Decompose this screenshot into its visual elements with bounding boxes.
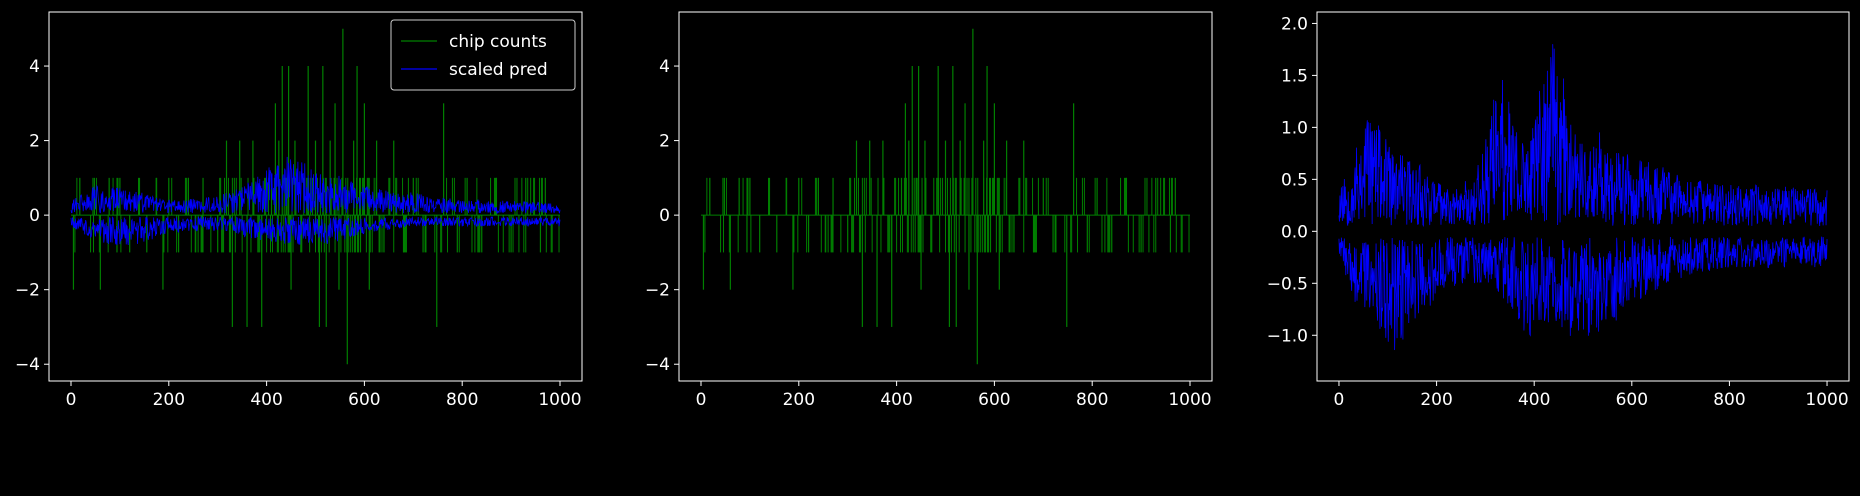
x-tick-label: 1000 [1168, 390, 1211, 410]
x-tick-label: 400 [1518, 390, 1550, 410]
x-tick-label: 200 [153, 390, 185, 410]
x-tick-label: 400 [880, 390, 912, 410]
series-1 [1338, 44, 1828, 351]
chart-panel-2: 0 200 400 600 800 1000 −4 −2 0 2 4 [645, 11, 1213, 410]
y-tick-label: 4 [659, 57, 670, 77]
y-tick-label: −2 [645, 281, 670, 301]
y-tick-label: −0.5 [1267, 274, 1308, 294]
legend-label: scaled pred [449, 60, 548, 80]
chart-panel-1: 0 200 400 600 800 1000 −4 −2 0 2 4 chip counts scale… [15, 11, 583, 410]
pred-upper-line [1338, 44, 1828, 228]
x-tick-label: 600 [978, 390, 1010, 410]
x-tick-label: 600 [348, 390, 380, 410]
x-tick-label: 1000 [538, 390, 581, 410]
y-tick-label: −2 [15, 281, 40, 301]
x-tick-label: 1000 [1805, 390, 1848, 410]
axes-frame [48, 11, 583, 382]
plot-area [1338, 44, 1828, 351]
chart-panel-3: 0 200 400 600 800 1000 −1.0 −0.5 0.0 0.5 1.0 1.5 2.0 [1267, 11, 1850, 410]
plot-area [701, 28, 1190, 365]
series-2 [70, 156, 561, 245]
y-tick-label: 2.0 [1281, 14, 1308, 34]
x-tick-label: 200 [783, 390, 815, 410]
legend-label: chip counts [449, 32, 547, 52]
series-1 [701, 28, 1190, 365]
y-tick-label: 0.5 [1281, 170, 1308, 190]
x-tick-label: 800 [1713, 390, 1745, 410]
x-tick-label: 800 [1076, 390, 1108, 410]
y-tick-label: 1.0 [1281, 118, 1308, 138]
legend: chip counts scaled pred [390, 19, 576, 91]
series-1 [71, 28, 560, 365]
x-tick-label: 0 [66, 390, 77, 410]
x-tick-label: 200 [1420, 390, 1452, 410]
x-tick-label: 800 [446, 390, 478, 410]
y-tick-label: 0 [29, 206, 40, 226]
y-tick-label: −4 [645, 355, 670, 375]
x-tick-label: 600 [1616, 390, 1648, 410]
y-tick-label: 4 [29, 57, 40, 77]
y-tick-label: 1.5 [1281, 66, 1308, 86]
axes-frame [678, 11, 1213, 382]
y-tick-label: 0 [659, 206, 670, 226]
y-tick-label: −4 [15, 355, 40, 375]
pred-lower-line [70, 215, 561, 245]
y-tick-label: 0.0 [1281, 222, 1308, 242]
legend-box [390, 19, 576, 91]
plot-area [70, 28, 561, 365]
y-tick-label: 2 [659, 132, 670, 152]
x-tick-label: 0 [1334, 390, 1345, 410]
pred-lower-line [1338, 236, 1828, 351]
y-tick-label: 2 [29, 132, 40, 152]
x-tick-label: 0 [696, 390, 707, 410]
y-tick-label: −1.0 [1267, 326, 1308, 346]
x-tick-label: 400 [250, 390, 282, 410]
axes-frame [1316, 11, 1850, 382]
pred-upper-line [70, 156, 561, 214]
